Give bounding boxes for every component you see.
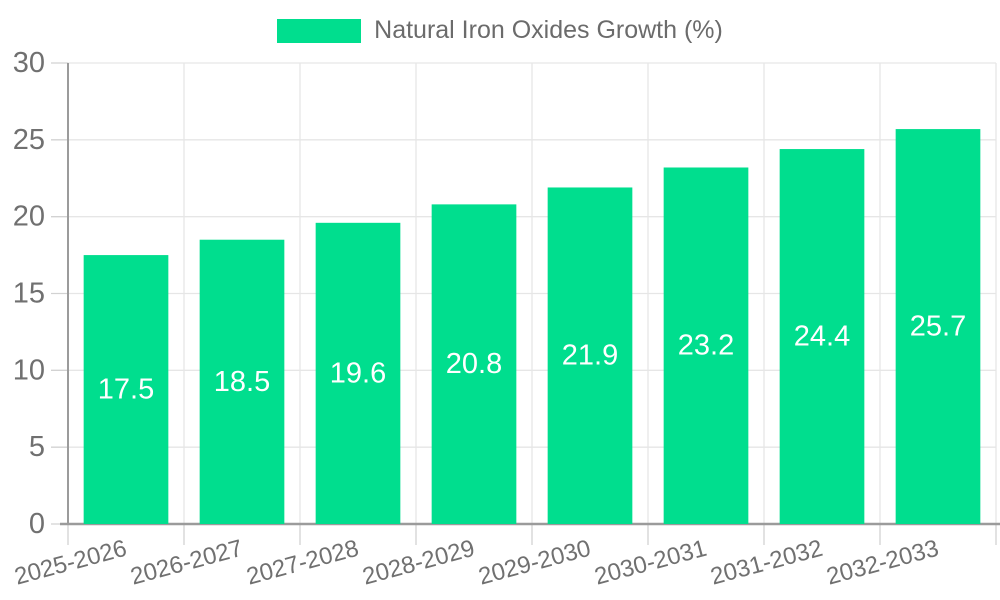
bar-value-label: 20.8	[446, 348, 502, 380]
bar[interactable]	[895, 129, 981, 524]
bar[interactable]	[199, 239, 285, 524]
bar[interactable]	[315, 222, 401, 524]
bar[interactable]	[779, 149, 865, 524]
bar[interactable]	[663, 167, 749, 524]
bar-value-label: 23.2	[678, 330, 734, 362]
y-axis-label: 20	[13, 201, 45, 233]
y-axis-label: 25	[13, 124, 45, 156]
x-axis-label: 2031-2032	[708, 535, 826, 591]
x-axis-label: 2026-2027	[128, 535, 246, 591]
x-axis-label: 2029-2030	[476, 535, 594, 591]
legend-label: Natural Iron Oxides Growth (%)	[374, 16, 723, 44]
bar[interactable]	[547, 187, 633, 524]
bar-value-label: 19.6	[330, 357, 386, 389]
bar-value-label: 25.7	[910, 311, 966, 343]
y-axis-label: 15	[13, 278, 45, 310]
bar-value-label: 17.5	[98, 374, 154, 406]
x-axis-label: 2025-2026	[12, 535, 130, 591]
y-axis-label: 5	[29, 431, 45, 463]
bar-value-label: 21.9	[562, 340, 618, 372]
x-axis-label: 2028-2029	[360, 535, 478, 591]
y-axis-label: 10	[13, 354, 45, 386]
x-axis-label: 2032-2033	[824, 535, 942, 591]
bar-value-label: 18.5	[214, 366, 270, 398]
y-axis-label: 30	[13, 47, 45, 79]
x-axis-label: 2030-2031	[592, 535, 710, 591]
bar[interactable]	[83, 255, 169, 525]
bar-value-label: 24.4	[794, 321, 850, 353]
legend-item[interactable]: Natural Iron Oxides Growth (%)	[0, 18, 1000, 43]
y-axis-label: 0	[29, 508, 45, 540]
x-axis-label: 2027-2028	[244, 535, 362, 591]
legend-swatch	[277, 18, 362, 43]
bar[interactable]	[431, 204, 517, 524]
